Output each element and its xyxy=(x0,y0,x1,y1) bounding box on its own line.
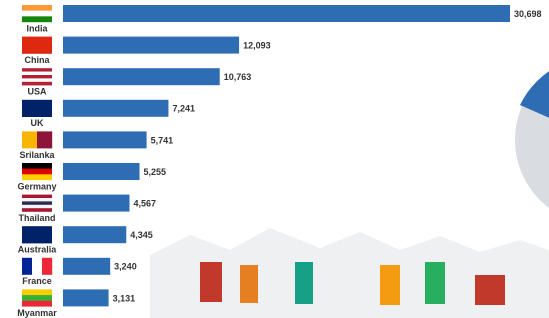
flag-stripe xyxy=(22,169,52,175)
category-label: Germany xyxy=(17,181,56,191)
category-label: China xyxy=(24,55,50,65)
value-label: 4,345 xyxy=(130,230,153,240)
flag xyxy=(22,131,52,148)
flag-stripe xyxy=(22,195,52,199)
bar xyxy=(63,68,220,85)
flag-stripe xyxy=(22,208,52,212)
bar xyxy=(63,5,510,22)
value-label: 5,741 xyxy=(151,135,174,145)
flag xyxy=(22,258,52,275)
flag xyxy=(22,195,52,212)
value-label: 3,131 xyxy=(113,293,136,303)
flag-stripe xyxy=(22,258,32,275)
flag-stripe xyxy=(22,226,52,243)
flag-stripe xyxy=(32,258,42,275)
flag-stripe xyxy=(22,289,52,295)
flag-stripe xyxy=(22,131,37,148)
flag-stripe xyxy=(22,82,52,86)
flag-stripe xyxy=(22,100,52,117)
flag-stripe xyxy=(22,37,52,54)
bar xyxy=(63,289,109,306)
value-label: 5,255 xyxy=(144,167,167,177)
flag xyxy=(22,289,52,306)
flag-stripe xyxy=(22,75,52,79)
category-label: France xyxy=(22,276,52,286)
flag-stripe xyxy=(22,295,52,301)
value-label: 7,241 xyxy=(172,104,195,114)
background-decoration xyxy=(150,55,549,318)
flag xyxy=(22,37,52,54)
flag-stripe xyxy=(42,258,52,275)
flag-stripe xyxy=(22,301,52,307)
bar xyxy=(63,226,126,243)
flag-stripe xyxy=(22,78,52,82)
flag-stripe xyxy=(22,201,52,205)
category-label: Myanmar xyxy=(17,308,57,318)
flag-stripe xyxy=(22,68,52,72)
flag-stripe xyxy=(22,198,52,202)
value-label: 3,240 xyxy=(114,262,137,272)
category-label: Srilanka xyxy=(19,150,55,160)
flag xyxy=(22,100,52,117)
flag-stripe xyxy=(22,72,52,76)
chart: India 30,698 China 12,093 USA 10,763 UK 7,241 Sr… xyxy=(0,0,549,318)
flag xyxy=(22,226,52,243)
flag xyxy=(22,68,52,85)
flag xyxy=(22,163,52,180)
flag-stripe xyxy=(22,11,52,17)
category-label: USA xyxy=(27,87,47,97)
category-label: UK xyxy=(31,118,44,128)
value-label: 10,763 xyxy=(224,72,252,82)
flag-stripe xyxy=(22,16,52,22)
flag-stripe xyxy=(22,163,52,169)
bar xyxy=(63,100,168,117)
bar xyxy=(63,195,130,212)
category-label: India xyxy=(26,23,48,33)
value-label: 30,698 xyxy=(514,9,542,19)
flag xyxy=(22,5,52,22)
bar xyxy=(63,37,239,54)
value-label: 12,093 xyxy=(243,40,271,50)
flag-stripe xyxy=(22,205,52,209)
category-label: Australia xyxy=(18,245,58,255)
bar xyxy=(63,131,147,148)
bar xyxy=(63,258,110,275)
value-label: 4,567 xyxy=(134,198,157,208)
flag-stripe xyxy=(22,174,52,180)
bar xyxy=(63,163,140,180)
category-label: Thailand xyxy=(18,213,55,223)
flag-stripe xyxy=(22,5,52,11)
flag-stripe xyxy=(37,131,52,148)
